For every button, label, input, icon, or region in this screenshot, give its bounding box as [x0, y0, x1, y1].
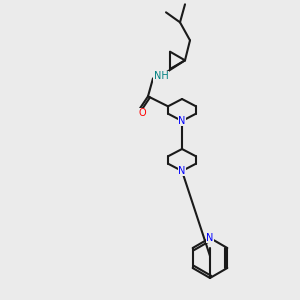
- Text: N: N: [178, 116, 186, 126]
- Text: NH: NH: [154, 71, 168, 81]
- Text: O: O: [138, 108, 146, 118]
- Text: N: N: [178, 166, 186, 176]
- Text: N: N: [206, 233, 214, 243]
